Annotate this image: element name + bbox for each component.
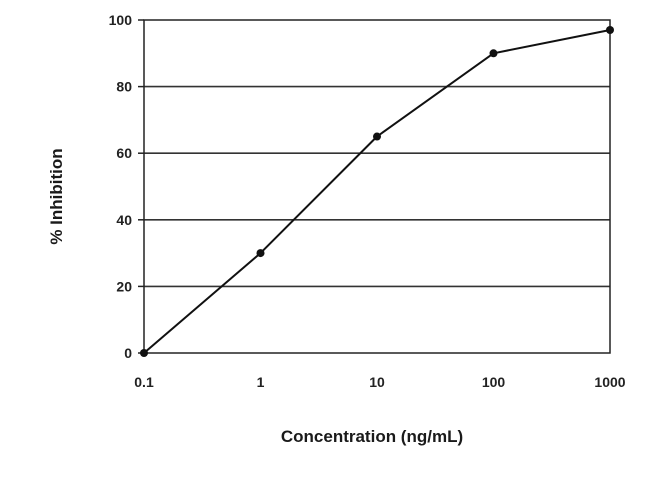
x-tick-label: 10 bbox=[369, 374, 385, 390]
data-point bbox=[606, 25, 614, 34]
y-tick-label: 100 bbox=[109, 12, 133, 28]
x-tick-label: 1 bbox=[257, 374, 265, 390]
x-tick-label: 0.1 bbox=[134, 374, 154, 390]
plot-frame bbox=[143, 19, 611, 354]
data-point bbox=[373, 132, 381, 141]
series-line bbox=[143, 29, 611, 354]
x-tick-label: 1000 bbox=[594, 374, 625, 390]
data-point bbox=[140, 349, 148, 357]
x-axis-title: Concentration (ng/mL) bbox=[281, 427, 463, 446]
data-point bbox=[256, 249, 265, 258]
gridlines bbox=[144, 85, 610, 288]
x-tick-label: 100 bbox=[482, 374, 506, 390]
y-axis-title: % Inhibition bbox=[47, 148, 66, 244]
series-layer bbox=[140, 25, 614, 357]
y-tick-label: 0 bbox=[124, 345, 132, 361]
y-axis-ticks: 0 20 40 60 80 100 bbox=[109, 12, 144, 361]
x-axis-ticks: 0.1 1 10 100 1000 bbox=[134, 374, 626, 390]
y-tick-label: 80 bbox=[116, 79, 132, 95]
data-point bbox=[489, 49, 498, 58]
y-tick-label: 20 bbox=[116, 278, 132, 294]
y-tick-label: 60 bbox=[116, 145, 132, 161]
y-tick-label: 40 bbox=[116, 212, 132, 228]
